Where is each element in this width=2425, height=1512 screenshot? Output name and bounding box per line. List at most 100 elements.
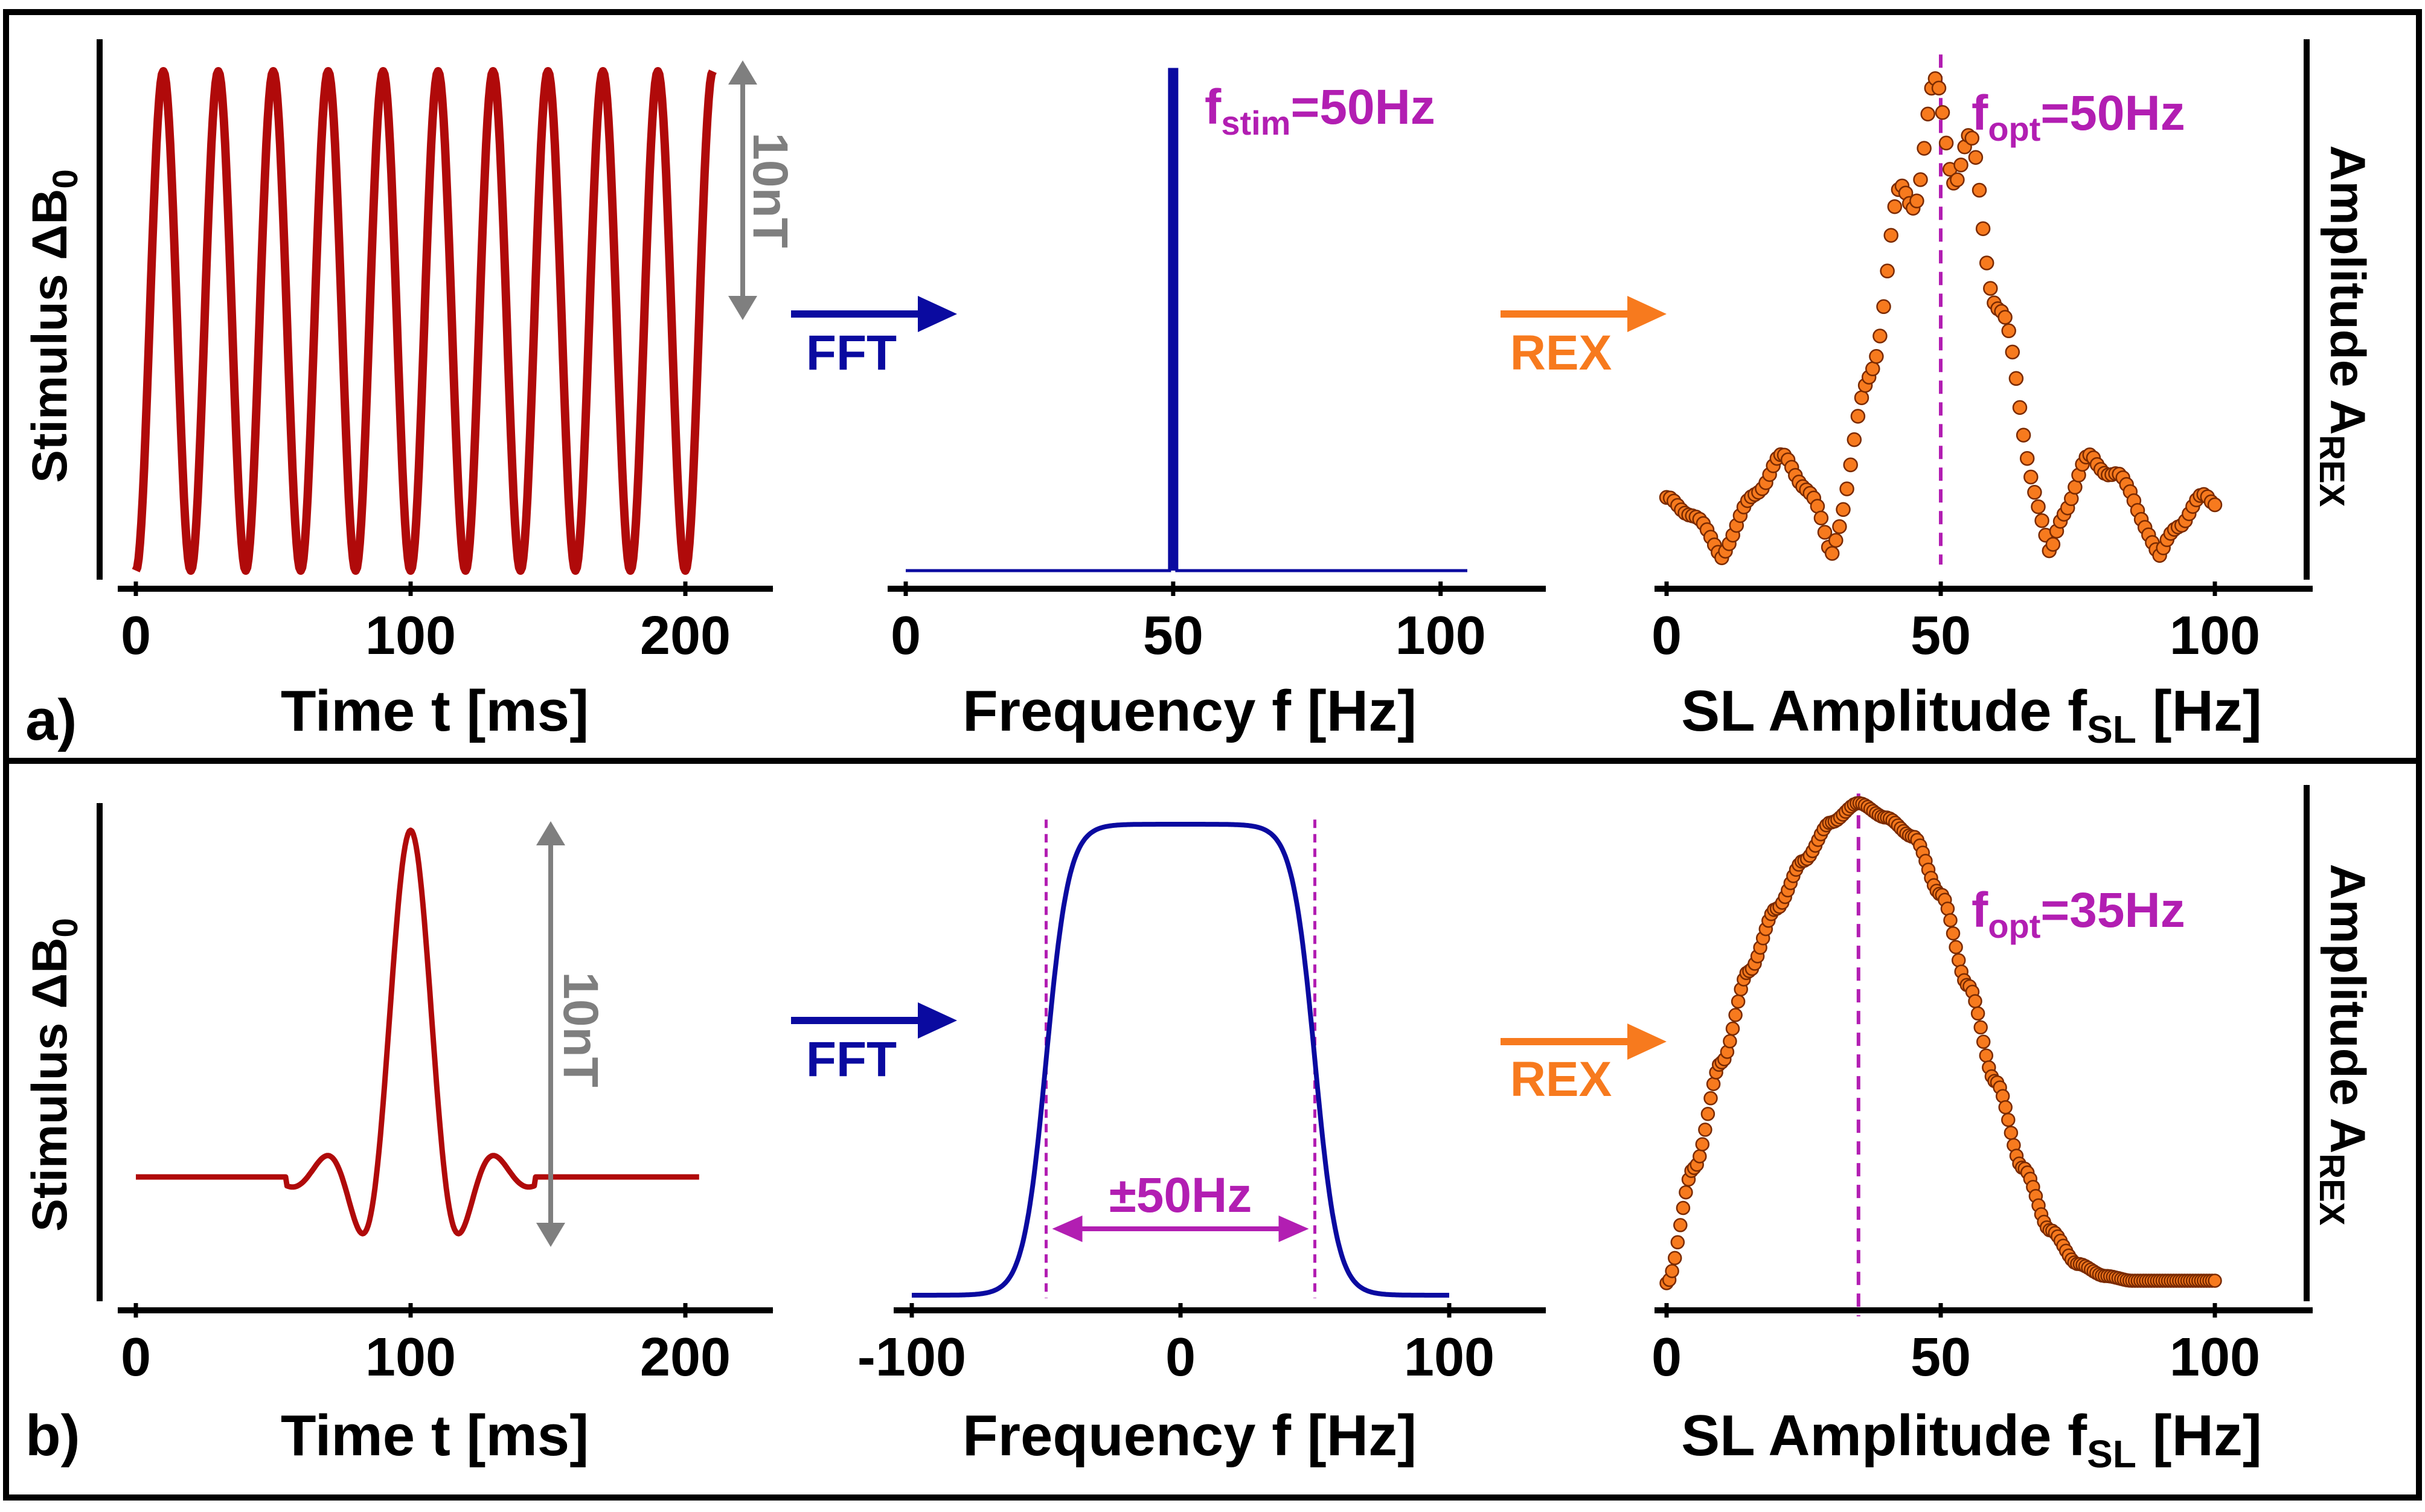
- b-rex-point: [2004, 1126, 2019, 1140]
- panel-b-frame: [3, 758, 2422, 1501]
- chart-b-rex: 0 50 100 SL Amplitude fSL [Hz] Amplitude A…: [1651, 784, 2375, 1476]
- a-time-ylabel-main: Stimulus ΔB: [22, 189, 77, 483]
- b-rex-xtick-label: 0: [1651, 1327, 1682, 1388]
- a-rex-point: [1854, 390, 1869, 405]
- b-rex-ylabel-main: Amplitude A: [2320, 863, 2375, 1153]
- b-scale-label: 10nT: [553, 972, 608, 1087]
- b-rex-xlabel: SL Amplitude fSL [Hz]: [1681, 1403, 2262, 1476]
- a-rex-point: [2027, 485, 2042, 500]
- a-time-ylabel-sub: 0: [46, 169, 85, 188]
- b-fopt-sub: opt: [1988, 907, 2040, 945]
- a-rex-point: [2012, 400, 2028, 415]
- a-rex-point: [1979, 255, 1994, 271]
- b-rex-point: [1728, 1008, 1743, 1022]
- b-rex-point: [1951, 953, 1966, 967]
- b-time-xlabel: Time t [ms]: [281, 1403, 589, 1468]
- a-rex-point: [1997, 310, 2013, 325]
- b-rex-xtick-label: 100: [2170, 1327, 2260, 1388]
- panel-a-label: a): [25, 688, 77, 752]
- b-freq-spectrum: [911, 822, 1450, 1298]
- a-rex-point: [2005, 344, 2020, 360]
- b-rex-point: [1940, 902, 1955, 916]
- a-rex-point: [1817, 525, 1833, 540]
- a-time-xtick-label: 200: [640, 606, 731, 666]
- b-rex-point: [1700, 1107, 1715, 1121]
- b-rex-point: [1976, 1034, 1991, 1049]
- a-rex-point: [1920, 106, 1935, 122]
- b-band-arrow-left-head: [1052, 1216, 1083, 1242]
- chart-b-freq: -100 0 100 Frequency f [Hz] ±50Hz: [857, 819, 1546, 1468]
- a-scale-bar-top-head: [728, 60, 757, 85]
- a-rex-arrow-label: REX: [1510, 325, 1612, 380]
- b-rex-point: [1670, 1235, 1685, 1250]
- b-rex-point: [1731, 994, 1746, 1009]
- b-time-ylabel-sub: 0: [46, 918, 85, 937]
- a-freq-xtick-label: 100: [1395, 606, 1486, 666]
- a-fstim-post: =50Hz: [1290, 80, 1435, 135]
- a-rex-xlabel-main: SL Amplitude f: [1681, 679, 2087, 743]
- b-fft-arrow-label: FFT: [806, 1032, 897, 1087]
- b-time-xtick-label: 200: [640, 1327, 731, 1388]
- a-rex-point: [2031, 499, 2046, 514]
- a-time-xtick-label: 100: [365, 606, 456, 666]
- a-rex-point: [1887, 199, 1903, 214]
- a-rex-xtick-label: 50: [1911, 606, 1971, 666]
- b-freq-xtick-label: 100: [1404, 1327, 1494, 1388]
- b-freq-xlabel: Frequency f [Hz]: [963, 1403, 1417, 1468]
- b-rex-point: [1676, 1200, 1691, 1216]
- a-rex-point: [1953, 157, 1969, 173]
- b-freq-xtick-label: 0: [1165, 1327, 1196, 1388]
- a-rex-point: [1883, 228, 1898, 243]
- b-time-xtick-label: 100: [365, 1327, 456, 1388]
- a-rex-ylabel-main: Amplitude A: [2320, 145, 2375, 435]
- a-rex-arrow: REX: [1501, 296, 1667, 380]
- b-rex-xtick-label: 50: [1911, 1327, 1971, 1388]
- a-rex-point: [2023, 469, 2039, 485]
- b-rex-arrow-head: [1627, 1023, 1667, 1060]
- b-rex-point: [1667, 1251, 1682, 1266]
- a-fopt-sub: opt: [1988, 110, 2040, 148]
- a-freq-ticks: 0 50 100: [891, 581, 1486, 666]
- a-rex-point: [2019, 450, 2035, 466]
- a-freq-peak: [1168, 69, 1177, 571]
- a-rex-xlabel-sub: SL: [2087, 708, 2136, 751]
- b-rex-point: [1679, 1185, 1693, 1200]
- b-freq-ticks: -100 0 100: [857, 1303, 1494, 1388]
- b-rex-arrow-label: REX: [1510, 1052, 1612, 1107]
- a-rex-point: [1836, 502, 1851, 517]
- b-rex-point: [1968, 994, 1982, 1008]
- a-rex-point: [1824, 546, 1840, 561]
- b-scale-bar-bottom-head: [536, 1223, 565, 1247]
- a-rex-point: [1828, 533, 1844, 548]
- panel-b-label: b): [25, 1403, 80, 1468]
- a-rex-point: [1843, 457, 1858, 473]
- b-rex-point: [1723, 1034, 1737, 1049]
- a-rex-point: [1850, 409, 1866, 424]
- b-rex-point: [1725, 1021, 1740, 1036]
- a-rex-xtick-label: 100: [2170, 606, 2260, 666]
- a-rex-point: [1872, 328, 1888, 344]
- a-rex-point: [1865, 361, 1880, 377]
- b-time-ylabel: Stimulus ΔB0: [22, 918, 85, 1231]
- a-scale-bar-bottom-head: [728, 296, 757, 320]
- b-fopt-annotation: fopt=35Hz: [1972, 883, 2185, 945]
- a-rex-point: [2068, 479, 2083, 495]
- a-rex-ticks: 0 50 100: [1651, 581, 2260, 666]
- a-rex-point: [1880, 263, 1895, 279]
- b-time-ticks: 0 100 200: [121, 1303, 731, 1388]
- a-rex-point: [1972, 182, 1987, 198]
- a-time-ylabel: Stimulus ΔB0: [22, 169, 85, 482]
- a-scale-label: 10nT: [743, 132, 798, 248]
- chart-a-freq: 0 50 100 Frequency f [Hz] fstim=50Hz: [888, 68, 1546, 743]
- b-fft-arrow-head: [918, 1002, 957, 1039]
- b-rex-ylabel: Amplitude AREX: [2312, 863, 2375, 1225]
- a-rex-point: [1983, 281, 1998, 296]
- a-rex-point: [1950, 172, 1965, 188]
- a-rex-point: [2207, 497, 2223, 513]
- b-rex-points: [1659, 796, 2222, 1290]
- a-rex-point: [2045, 537, 2061, 552]
- a-fopt-pre: f: [1972, 86, 1988, 141]
- b-rex-xlabel-main: SL Amplitude f: [1681, 1403, 2087, 1468]
- b-rex-point: [1673, 1218, 1688, 1232]
